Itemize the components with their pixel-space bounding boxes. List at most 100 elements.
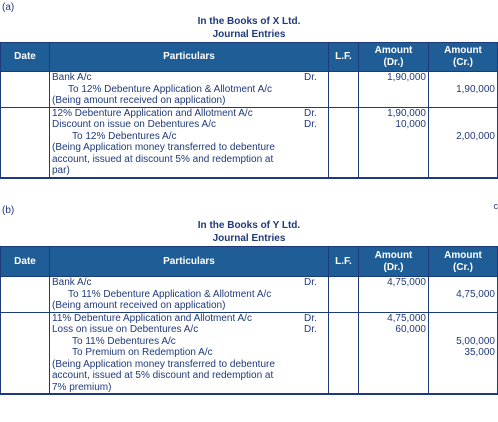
journal-table-b: Date Particulars L.F. Amount (Dr.) Amoun…: [0, 246, 498, 395]
header-amount-dr-line1: Amount: [374, 249, 413, 261]
header-amount-dr-line2: (Dr.): [383, 57, 404, 68]
amount-dr-value: [361, 165, 426, 177]
particular-text: Bank A/c: [52, 72, 92, 83]
cell-amount-dr: 1,90,000 10,000: [358, 107, 429, 179]
amount-cr-value: [431, 72, 495, 84]
amount-cr-value: [431, 165, 495, 177]
dr-marker: [304, 142, 326, 154]
book-title-b: In the Books of Y Ltd.: [197, 220, 301, 231]
amount-cr-value: [431, 95, 495, 107]
cell-amount-dr: 4,75,000: [358, 276, 429, 313]
amount-cr-value: [431, 108, 495, 120]
cell-amount-dr: 4,75,000 60,000: [358, 312, 429, 395]
amount-cr-value: [431, 370, 495, 382]
dr-marker: [304, 382, 326, 394]
header-particulars: Particulars: [49, 246, 329, 277]
journal-table-a: Date Particulars L.F. Amount (Dr.) Amoun…: [0, 42, 498, 179]
cell-particulars: 11% Debenture Application and Allotment …: [49, 312, 329, 395]
particular-text: 12% Debenture Application and Allotment …: [52, 107, 253, 119]
amount-cr-value: [431, 324, 495, 336]
particular-text: Bank A/c: [52, 277, 92, 288]
cell-particulars: Bank A/c Dr. To 12% Debenture Application …: [49, 71, 329, 108]
cell-amount-cr: 2,00,000: [428, 107, 498, 179]
amount-cr-value: [431, 142, 495, 154]
journal-entry-row: 11% Debenture Application and Allotment …: [0, 312, 498, 395]
amount-cr-value: 2,00,000: [456, 130, 495, 142]
dr-marker: Dr.: [304, 312, 317, 324]
amount-dr-value: [361, 359, 426, 371]
amount-dr-value: 1,90,000: [387, 107, 426, 119]
amount-cr-value: [431, 300, 495, 312]
header-particulars: Particulars: [49, 42, 329, 72]
cell-date: [0, 312, 50, 395]
amount-dr-value: [361, 84, 426, 96]
particular-text: par): [52, 165, 70, 176]
journal-entry-row: Bank A/c Dr. To 11% Debenture Application …: [0, 276, 498, 313]
header-date: Date: [0, 42, 50, 72]
section-label-b: (b): [2, 205, 15, 216]
particular-text: To 11% Debentures A/c: [72, 335, 176, 347]
amount-dr-value: [361, 142, 426, 154]
amount-cr-value: 5,00,000: [456, 335, 495, 347]
cell-particulars: 12% Debenture Application and Allotment …: [49, 107, 329, 179]
dr-marker: [304, 131, 326, 143]
dr-marker: Dr.: [304, 324, 317, 335]
dr-marker: Dr.: [304, 107, 317, 119]
amount-dr-value: [361, 154, 426, 166]
amount-cr-value: 35,000: [464, 347, 495, 358]
cell-amount-cr: 4,75,000: [428, 276, 498, 313]
header-amount-cr-line2: (Cr.): [453, 57, 473, 68]
header-lf: L.F.: [328, 42, 359, 72]
header-date: Date: [0, 246, 50, 277]
dr-marker: [304, 165, 326, 177]
amount-dr-value: [361, 382, 426, 394]
cell-lf: [328, 312, 359, 395]
particular-text: Discount on issue on Debentures A/c: [52, 119, 216, 130]
particular-text: (Being Application money transferred to …: [52, 142, 275, 153]
cell-lf: [328, 71, 359, 108]
header-amount-cr: Amount (Cr.): [428, 246, 498, 277]
cell-amount-cr: 5,00,000 35,000: [428, 312, 498, 395]
particular-text: 7% premium): [52, 381, 112, 393]
amount-dr-value: 10,000: [395, 119, 426, 130]
amount-dr-value: 60,000: [395, 324, 426, 335]
journal-entry-row: 12% Debenture Application and Allotment …: [0, 107, 498, 179]
header-amount-cr-line1: Amount: [444, 45, 482, 56]
amount-dr-value: [361, 95, 426, 107]
book-title-a: In the Books of X Ltd.: [197, 16, 301, 27]
particular-text: To 11% Debenture Application & Allotment…: [68, 288, 272, 300]
amount-cr-value: [431, 277, 495, 289]
dr-marker: [304, 95, 326, 107]
header-amount-dr-line1: Amount: [374, 45, 413, 56]
amount-cr-value: [431, 119, 495, 131]
amount-cr-value: [431, 313, 495, 325]
cell-lf: [328, 276, 359, 313]
header-amount-cr: Amount (Cr.): [428, 42, 498, 72]
journal-title-a: Journal Entries: [212, 29, 286, 40]
header-amount-dr: Amount (Dr.): [358, 246, 429, 277]
cell-particulars: Bank A/c Dr. To 11% Debenture Application …: [49, 276, 329, 313]
particular-text: account, issued at discount 5% and redem…: [52, 153, 274, 165]
amount-cr-value: [431, 382, 495, 394]
header-lf: L.F.: [328, 246, 359, 277]
particular-text: account, issued at 5% discount and redem…: [52, 370, 274, 381]
cell-amount-dr: 1,90,000: [358, 71, 429, 108]
amount-cr-value: [431, 359, 495, 371]
dr-marker: Dr.: [304, 119, 317, 130]
dr-marker: [304, 289, 326, 301]
cell-lf: [328, 107, 359, 179]
particular-text: (Being Application money transferred to …: [52, 358, 275, 370]
dr-marker: Dr.: [304, 277, 317, 288]
dr-marker: [304, 370, 326, 382]
header-amount-cr-line2: (Cr.): [453, 261, 473, 273]
particular-text: To 12% Debenture Application & Allotment…: [68, 83, 273, 95]
dr-marker: [304, 347, 326, 359]
dr-marker: [304, 300, 326, 312]
amount-cr-value: 1,90,000: [456, 83, 495, 95]
dr-marker: [304, 84, 326, 96]
dr-marker: [304, 336, 326, 348]
header-amount-dr: Amount (Dr.): [358, 42, 429, 72]
particular-text: To Premium on Redemption A/c: [72, 347, 213, 358]
cell-date: [0, 71, 50, 108]
particular-text: To 12% Debentures A/c: [72, 130, 177, 142]
